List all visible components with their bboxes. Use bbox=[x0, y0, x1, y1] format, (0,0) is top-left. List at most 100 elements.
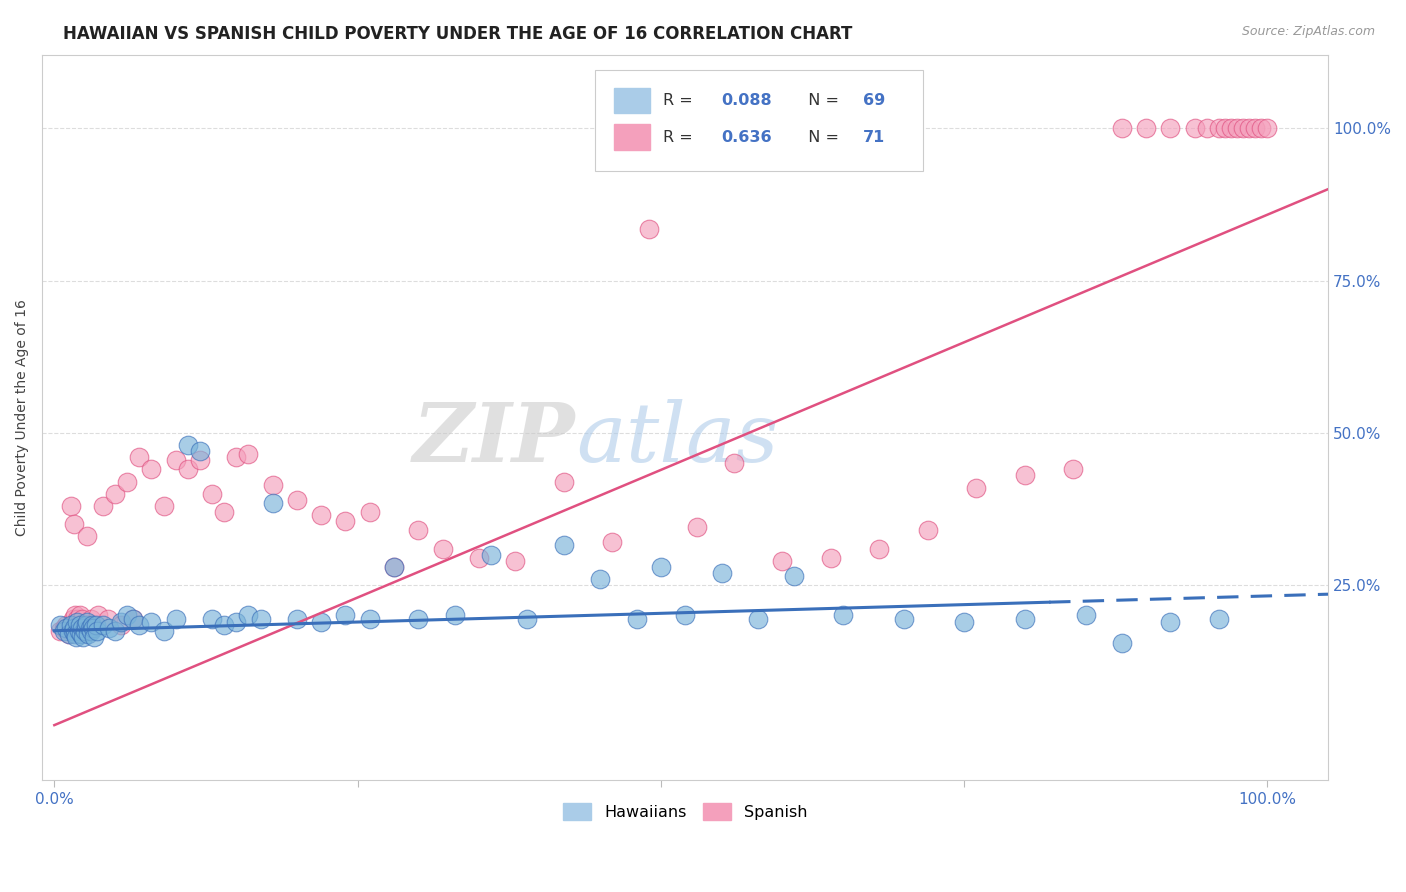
Point bbox=[1208, 611, 1230, 625]
Point bbox=[76, 529, 98, 543]
Point bbox=[1159, 121, 1181, 136]
Point bbox=[917, 523, 939, 537]
Point bbox=[62, 611, 84, 625]
Point bbox=[83, 617, 105, 632]
Point bbox=[747, 611, 769, 625]
Point bbox=[309, 615, 332, 629]
FancyBboxPatch shape bbox=[614, 88, 651, 113]
Point bbox=[75, 617, 97, 632]
Point bbox=[443, 608, 465, 623]
Point bbox=[1239, 121, 1261, 136]
Text: atlas: atlas bbox=[576, 400, 779, 479]
Point bbox=[673, 608, 696, 623]
Text: N =: N = bbox=[799, 129, 845, 145]
Point bbox=[79, 621, 101, 635]
Point bbox=[67, 624, 90, 638]
Point bbox=[225, 450, 247, 464]
Point bbox=[1226, 121, 1249, 136]
Point bbox=[710, 566, 733, 580]
Point bbox=[122, 611, 145, 625]
Point bbox=[820, 550, 842, 565]
Point bbox=[953, 615, 976, 629]
Point bbox=[55, 617, 77, 632]
Point bbox=[212, 617, 235, 632]
Point bbox=[188, 453, 211, 467]
Point bbox=[128, 450, 150, 464]
Point bbox=[122, 611, 145, 625]
Point bbox=[262, 477, 284, 491]
Point bbox=[868, 541, 890, 556]
Text: HAWAIIAN VS SPANISH CHILD POVERTY UNDER THE AGE OF 16 CORRELATION CHART: HAWAIIAN VS SPANISH CHILD POVERTY UNDER … bbox=[63, 25, 852, 43]
Point bbox=[335, 514, 357, 528]
Point bbox=[432, 541, 454, 556]
Point bbox=[1135, 121, 1157, 136]
Text: 0.088: 0.088 bbox=[721, 94, 772, 108]
Point bbox=[165, 611, 187, 625]
Point bbox=[262, 496, 284, 510]
Point bbox=[602, 535, 624, 549]
Point bbox=[1195, 121, 1218, 136]
Point bbox=[70, 611, 93, 625]
Point bbox=[1244, 121, 1267, 136]
Point bbox=[60, 499, 83, 513]
Point bbox=[406, 523, 429, 537]
Text: 71: 71 bbox=[863, 129, 884, 145]
Point bbox=[110, 617, 132, 632]
Point bbox=[72, 630, 94, 644]
Point bbox=[80, 611, 103, 625]
Point bbox=[73, 624, 96, 638]
Point bbox=[82, 621, 104, 635]
Point bbox=[53, 621, 76, 635]
Point bbox=[177, 462, 200, 476]
Point bbox=[110, 615, 132, 629]
Point bbox=[49, 624, 72, 638]
Legend: Hawaiians, Spanish: Hawaiians, Spanish bbox=[557, 797, 814, 826]
Point bbox=[1014, 468, 1036, 483]
Point bbox=[70, 624, 93, 638]
Point bbox=[479, 548, 502, 562]
Point bbox=[831, 608, 853, 623]
Point bbox=[91, 499, 114, 513]
Point bbox=[626, 611, 648, 625]
FancyBboxPatch shape bbox=[614, 124, 651, 150]
Point bbox=[66, 615, 89, 629]
Point bbox=[63, 608, 86, 623]
Point bbox=[1213, 121, 1236, 136]
Text: R =: R = bbox=[664, 94, 699, 108]
Text: R =: R = bbox=[664, 129, 699, 145]
Point bbox=[65, 630, 87, 644]
Point bbox=[285, 611, 308, 625]
Y-axis label: Child Poverty Under the Age of 16: Child Poverty Under the Age of 16 bbox=[15, 299, 30, 536]
Point bbox=[62, 621, 84, 635]
Point bbox=[589, 572, 612, 586]
Point bbox=[165, 453, 187, 467]
Point bbox=[83, 630, 105, 644]
Point bbox=[1062, 462, 1084, 476]
Point bbox=[60, 617, 83, 632]
Point bbox=[1250, 121, 1272, 136]
Point bbox=[58, 627, 80, 641]
Point bbox=[285, 492, 308, 507]
Point bbox=[69, 608, 91, 623]
Point bbox=[1256, 121, 1278, 136]
Point bbox=[84, 617, 107, 632]
Point bbox=[65, 624, 87, 638]
Point bbox=[66, 611, 89, 625]
Point bbox=[553, 475, 575, 489]
Point bbox=[69, 617, 91, 632]
Point bbox=[1074, 608, 1097, 623]
Point bbox=[141, 462, 163, 476]
Point bbox=[70, 621, 93, 635]
Point bbox=[249, 611, 271, 625]
Point bbox=[382, 559, 405, 574]
Point bbox=[97, 621, 120, 635]
Point bbox=[115, 608, 138, 623]
Point bbox=[177, 438, 200, 452]
Point bbox=[309, 508, 332, 522]
Point bbox=[201, 486, 224, 500]
Point bbox=[1232, 121, 1254, 136]
Point bbox=[86, 624, 108, 638]
Point bbox=[212, 505, 235, 519]
Point bbox=[406, 611, 429, 625]
Text: 69: 69 bbox=[863, 94, 884, 108]
